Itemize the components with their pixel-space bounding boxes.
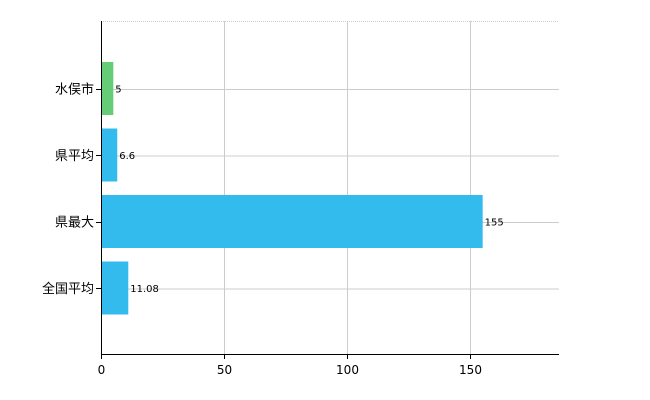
bars <box>101 62 483 315</box>
data-label: 5 <box>115 85 121 96</box>
category-label: 全国平均 <box>42 281 94 297</box>
category-label: 県平均 <box>55 149 94 164</box>
axes <box>96 21 559 359</box>
data-label: 6.6 <box>119 151 135 162</box>
bar <box>101 128 118 182</box>
grid-lines <box>101 21 559 354</box>
bar <box>101 261 129 315</box>
x-tick-label: 0 <box>98 363 106 377</box>
bar <box>101 195 483 248</box>
data-label: 11.08 <box>130 284 159 295</box>
x-tick-label: 100 <box>336 363 359 377</box>
x-tick-label: 150 <box>459 363 482 377</box>
category-label: 水俣市 <box>55 82 94 98</box>
data-label: 155 <box>485 218 504 229</box>
x-tick-label: 50 <box>217 363 232 377</box>
bar <box>101 62 114 115</box>
category-label: 県最大 <box>55 216 94 231</box>
